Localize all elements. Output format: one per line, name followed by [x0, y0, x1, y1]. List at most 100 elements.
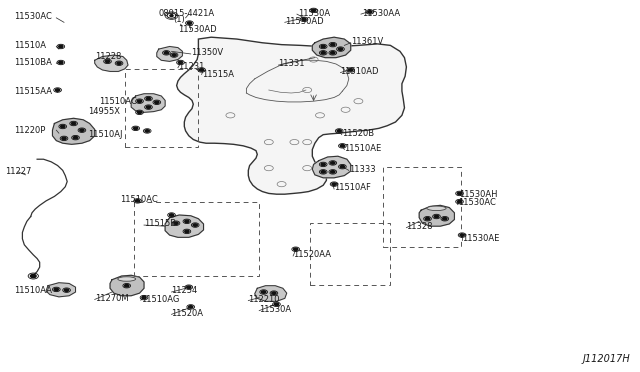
Bar — [134, 202, 259, 276]
Circle shape — [458, 201, 461, 203]
Circle shape — [147, 106, 150, 108]
Text: 11515A: 11515A — [202, 70, 234, 79]
Text: 11515AA: 11515AA — [14, 87, 52, 96]
Text: 11231: 11231 — [178, 62, 204, 71]
Text: 11254: 11254 — [172, 286, 198, 295]
Circle shape — [331, 44, 335, 46]
Circle shape — [321, 171, 325, 173]
Polygon shape — [419, 205, 454, 226]
Circle shape — [349, 69, 353, 71]
Text: 11510AE: 11510AE — [344, 144, 381, 153]
Circle shape — [174, 222, 178, 224]
Circle shape — [138, 111, 141, 113]
Bar — [310, 223, 390, 285]
Circle shape — [294, 248, 298, 250]
Text: 11510AC: 11510AC — [99, 97, 137, 106]
Circle shape — [31, 275, 36, 278]
Text: 11530AC: 11530AC — [458, 198, 495, 207]
Circle shape — [187, 286, 191, 288]
Bar — [383, 167, 461, 247]
Text: 11530A: 11530A — [298, 9, 330, 17]
Circle shape — [200, 69, 204, 71]
Circle shape — [188, 22, 191, 24]
Circle shape — [321, 45, 325, 48]
Text: 11520B: 11520B — [342, 129, 374, 138]
Circle shape — [312, 9, 316, 12]
Text: 11530A: 11530A — [259, 305, 291, 314]
Polygon shape — [255, 286, 287, 301]
Circle shape — [59, 61, 63, 64]
Circle shape — [331, 52, 335, 54]
Text: 14955X: 14955X — [88, 107, 120, 116]
Text: 11333: 11333 — [349, 165, 376, 174]
Circle shape — [435, 215, 438, 218]
Text: 112210: 112210 — [248, 295, 280, 304]
Circle shape — [106, 60, 109, 62]
Text: 11331: 11331 — [278, 60, 305, 68]
Text: 11520A: 11520A — [172, 309, 204, 318]
Text: 08915-4421A: 08915-4421A — [159, 9, 215, 17]
Polygon shape — [46, 283, 76, 297]
Circle shape — [59, 45, 63, 48]
Ellipse shape — [427, 206, 446, 211]
Polygon shape — [52, 118, 95, 144]
Polygon shape — [157, 46, 182, 61]
Text: 11530AA: 11530AA — [362, 9, 400, 17]
Circle shape — [460, 234, 464, 236]
Circle shape — [142, 296, 146, 299]
Circle shape — [155, 101, 159, 103]
Circle shape — [134, 127, 138, 129]
Circle shape — [340, 145, 344, 147]
Circle shape — [147, 97, 150, 100]
Circle shape — [443, 218, 447, 220]
Text: 11510AA: 11510AA — [14, 286, 52, 295]
Text: 11510AD: 11510AD — [340, 67, 379, 76]
Circle shape — [61, 125, 65, 128]
Circle shape — [136, 200, 140, 202]
Text: 11220P: 11220P — [14, 126, 45, 135]
Text: 11228: 11228 — [95, 52, 121, 61]
Circle shape — [337, 130, 341, 132]
Circle shape — [185, 230, 189, 232]
Circle shape — [74, 137, 77, 139]
Text: 11530AD: 11530AD — [285, 17, 323, 26]
Text: 11510A: 11510A — [14, 41, 46, 50]
Circle shape — [138, 100, 141, 102]
Text: 11520AA: 11520AA — [293, 250, 331, 259]
Circle shape — [189, 306, 193, 308]
Circle shape — [117, 62, 121, 64]
Circle shape — [65, 289, 68, 291]
Text: 11270M: 11270M — [95, 294, 129, 303]
Circle shape — [164, 52, 168, 54]
Text: 11361V: 11361V — [351, 37, 383, 46]
Text: (1): (1) — [173, 15, 184, 24]
Circle shape — [170, 15, 173, 16]
Polygon shape — [95, 55, 128, 71]
Circle shape — [340, 166, 344, 168]
Circle shape — [185, 220, 189, 222]
Circle shape — [172, 54, 176, 56]
Text: 11530AD: 11530AD — [178, 25, 216, 34]
Circle shape — [321, 163, 325, 166]
Circle shape — [62, 137, 66, 140]
Circle shape — [321, 52, 325, 54]
Text: 11510AC: 11510AC — [120, 195, 158, 203]
Circle shape — [426, 218, 429, 220]
Polygon shape — [312, 156, 351, 178]
Text: 11328: 11328 — [406, 222, 433, 231]
Polygon shape — [110, 275, 144, 296]
Text: 11530AE: 11530AE — [462, 234, 499, 243]
Text: 11530AC: 11530AC — [14, 12, 52, 21]
Bar — [125, 69, 198, 147]
Circle shape — [179, 61, 182, 64]
Text: 11510AF: 11510AF — [334, 183, 371, 192]
Text: 11227: 11227 — [5, 167, 31, 176]
Polygon shape — [165, 215, 204, 237]
Circle shape — [54, 288, 58, 291]
Circle shape — [339, 48, 342, 50]
Circle shape — [170, 214, 173, 216]
Polygon shape — [312, 37, 351, 58]
Circle shape — [145, 130, 149, 132]
Circle shape — [193, 224, 197, 226]
Text: 11510AG: 11510AG — [141, 295, 179, 304]
